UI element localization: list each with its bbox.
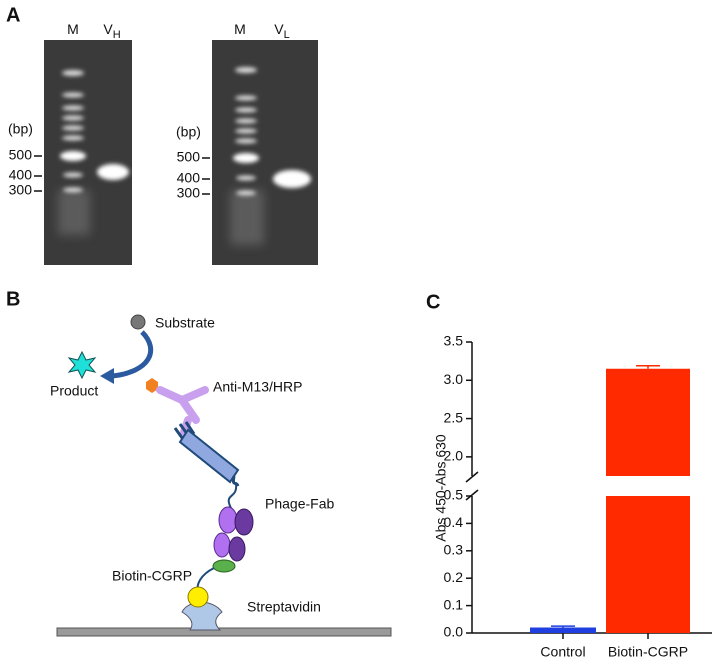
error-bar [551,625,575,628]
y-tick-label: 2.5 [444,409,464,425]
marker-label: 500 [9,147,33,163]
gel [212,40,318,265]
panel-label: C [426,291,440,313]
lane-label: M [234,21,246,37]
bar [530,627,596,633]
lane-label-text: M [67,21,79,37]
marker-label: 400 [9,167,33,183]
diagram-label: Substrate [155,315,215,331]
lane-label-text: M [234,21,246,37]
x-tick-label: Control [540,644,585,660]
diagram-label: Streptavidin [247,599,321,615]
y-axis-label: Abs 450-Abs 630 [433,434,449,542]
lane-label: VL [274,21,289,41]
lane-label-sub: L [284,29,290,41]
panel-label: B [6,288,20,310]
lane-label-sub: H [113,29,121,41]
error-bar [636,364,660,369]
diagram [56,314,392,637]
axis-break [465,489,479,501]
diagram-label: Biotin-CGRP [112,568,192,584]
diagram-label: Product [50,383,98,399]
lane-label-text: V [274,21,284,37]
y-tick-label: 0.3 [444,542,464,558]
y-tick-label: 2.0 [444,448,464,464]
lane-label: VH [103,21,120,41]
axis-break [465,471,479,483]
diagram-label: Phage-Fab [265,496,334,512]
y-tick-label: 0.1 [444,596,464,612]
marker-label: 500 [177,149,201,165]
y-tick-label: 0.5 [444,487,464,503]
marker-label: (bp) [176,124,201,140]
marker-label: 300 [9,182,33,198]
y-tick-label: 0.0 [444,624,464,640]
lane-label: M [67,21,79,37]
bar [606,368,690,633]
marker-label: 400 [177,170,201,186]
panel-label: A [6,4,20,26]
y-tick-label: 3.0 [444,371,464,387]
lane-label-text: V [103,21,113,37]
marker-label: 300 [177,185,201,201]
y-tick-label: 0.4 [444,514,464,530]
y-tick-label: 0.2 [444,569,464,585]
diagram-label: Anti-M13/HRP [213,379,302,395]
x-tick-label: Biotin-CGRP [608,644,688,660]
y-tick-label: 3.5 [444,333,464,349]
marker-label: (bp) [8,121,33,137]
gel [44,40,132,265]
